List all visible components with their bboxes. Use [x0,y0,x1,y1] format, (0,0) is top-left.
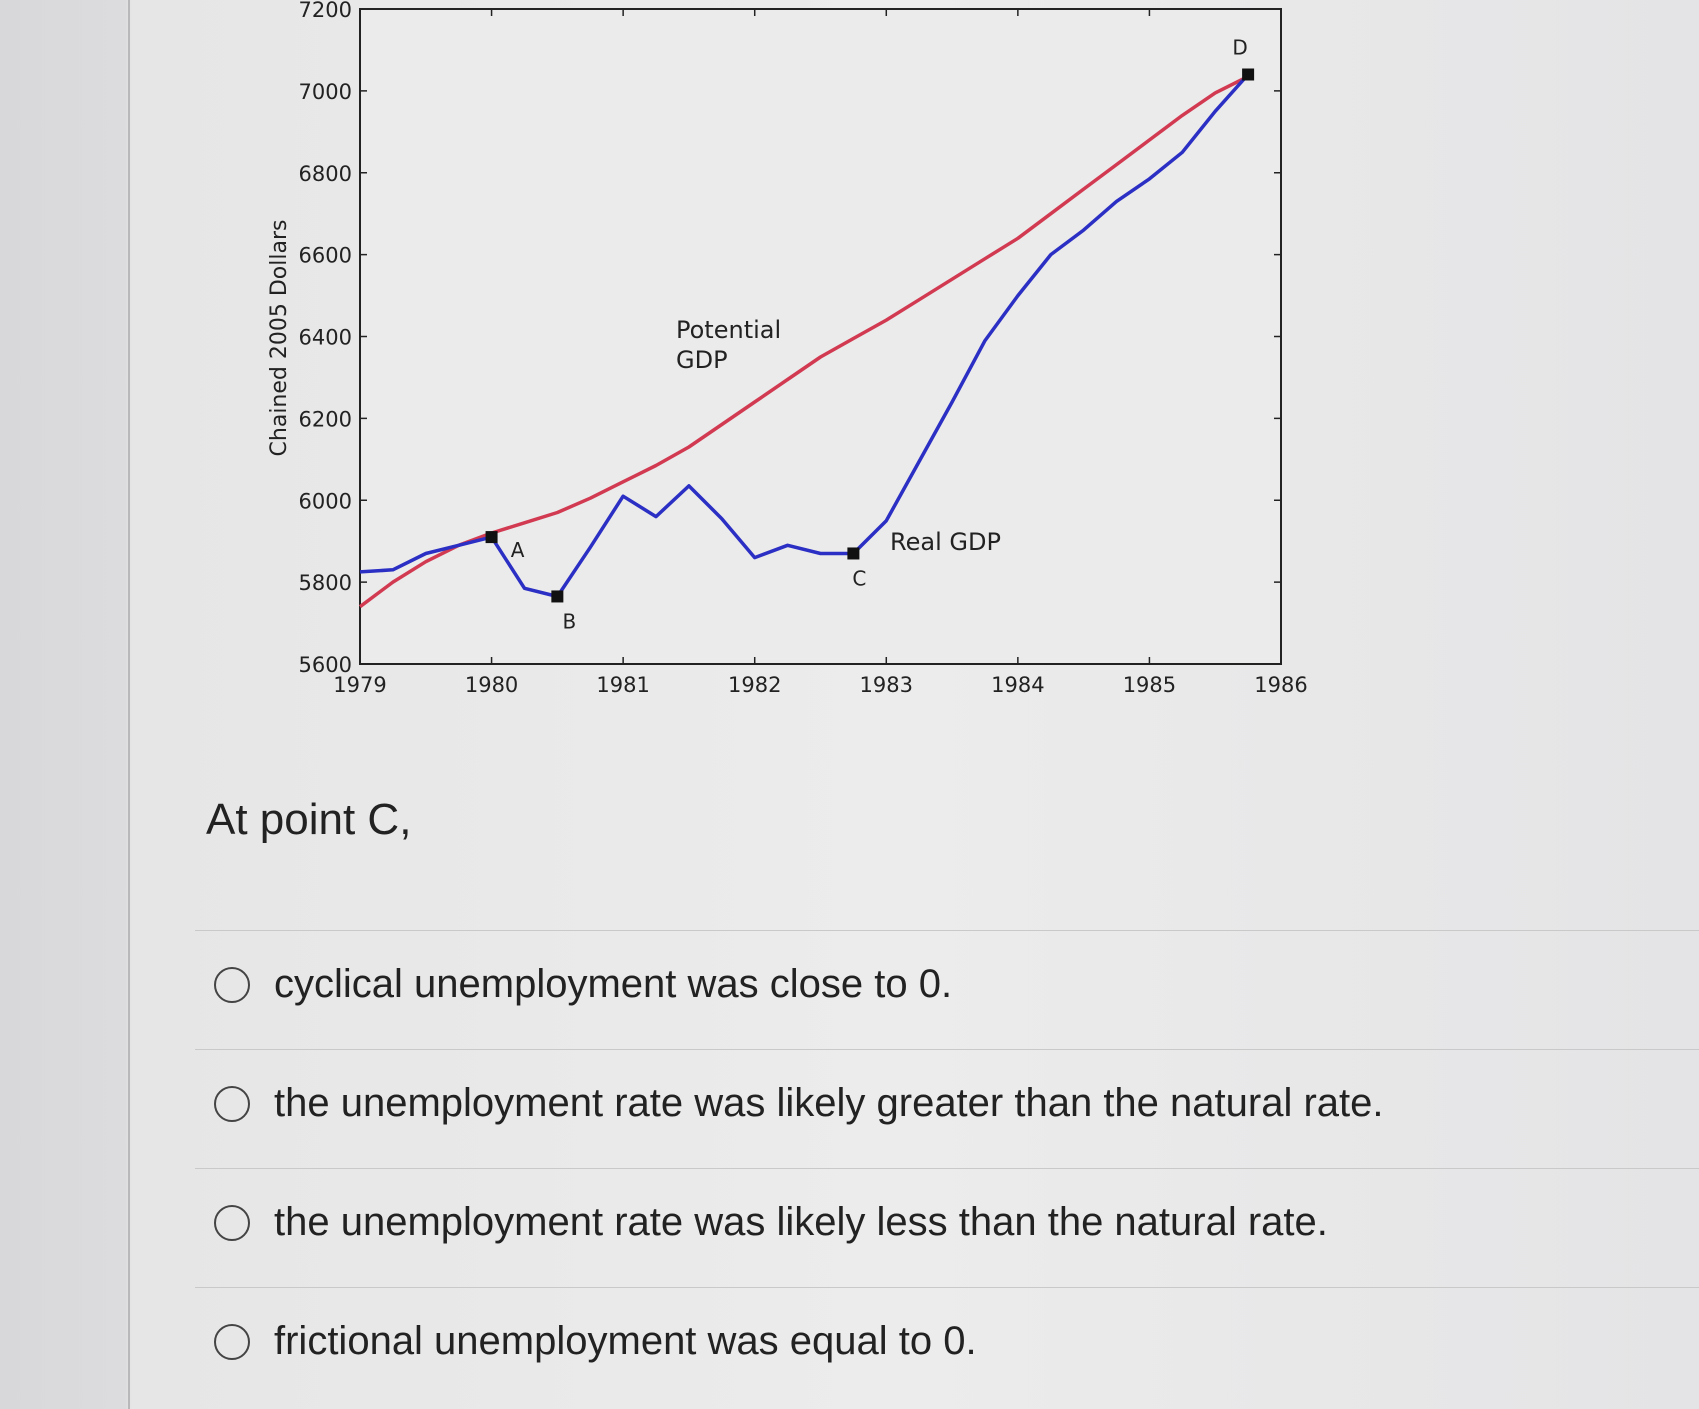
separator [195,1049,1699,1050]
point-label: B [562,609,576,633]
answer-option[interactable]: the unemployment rate was likely greater… [214,1081,1384,1126]
x-tick-label: 1980 [465,673,518,697]
x-tick-label: 1984 [991,673,1044,697]
radio-button[interactable] [214,1204,250,1241]
separator [195,930,1699,931]
point-label: D [1232,36,1247,60]
y-tick-label: 6000 [299,489,352,513]
y-tick-label: 7000 [299,80,352,104]
y-axis-label: Chained 2005 Dollars [267,220,292,457]
y-tick-label: 7200 [299,0,352,22]
y-tick-label: 5800 [299,571,352,595]
question-text: At point C, [206,795,412,844]
option-text[interactable]: cyclical unemployment was close to 0. [274,962,953,1006]
x-tick-label: 1981 [596,673,649,697]
y-tick-label: 6200 [299,407,352,431]
point-label: C [852,566,866,590]
radio-button[interactable] [214,1085,250,1122]
y-tick-label: 6400 [299,326,352,350]
y-tick-label: 6800 [299,162,352,186]
answer-option[interactable]: the unemployment rate was likely less th… [214,1200,1328,1245]
series-label: Potential GDP [676,316,782,374]
point-marker [1242,68,1255,81]
chart: Chained 2005 Dollars 5600 5800 6000 6200 640… [267,0,1308,697]
y-tick-label: 5600 [299,653,352,677]
series-line [359,73,1250,599]
series-line [358,74,1249,609]
answer-option[interactable]: cyclical unemployment was close to 0. [214,962,952,1007]
radio-button[interactable] [214,1323,250,1360]
point-label: A [511,538,525,562]
x-tick-label: 1979 [333,673,386,697]
point-marker [847,547,860,560]
x-tick-label: 1983 [860,673,913,697]
plot-area [359,8,1282,665]
option-text[interactable]: the unemployment rate was likely greater… [274,1081,1384,1125]
y-tick-label: 6600 [299,244,352,268]
answer-option[interactable]: frictional unemployment was equal to 0. [214,1319,977,1364]
panel-border [128,0,130,1409]
x-tick-label: 1986 [1254,673,1307,697]
separator [195,1287,1699,1288]
x-tick-label: 1985 [1123,673,1176,697]
point-marker [485,531,498,544]
x-tick-label: 1982 [728,673,781,697]
option-text[interactable]: the unemployment rate was likely less th… [274,1200,1328,1244]
series-label: Real GDP [890,528,1001,556]
radio-button[interactable] [214,966,250,1003]
point-marker [551,590,564,603]
option-text[interactable]: frictional unemployment was equal to 0. [274,1319,977,1363]
separator [195,1168,1699,1169]
